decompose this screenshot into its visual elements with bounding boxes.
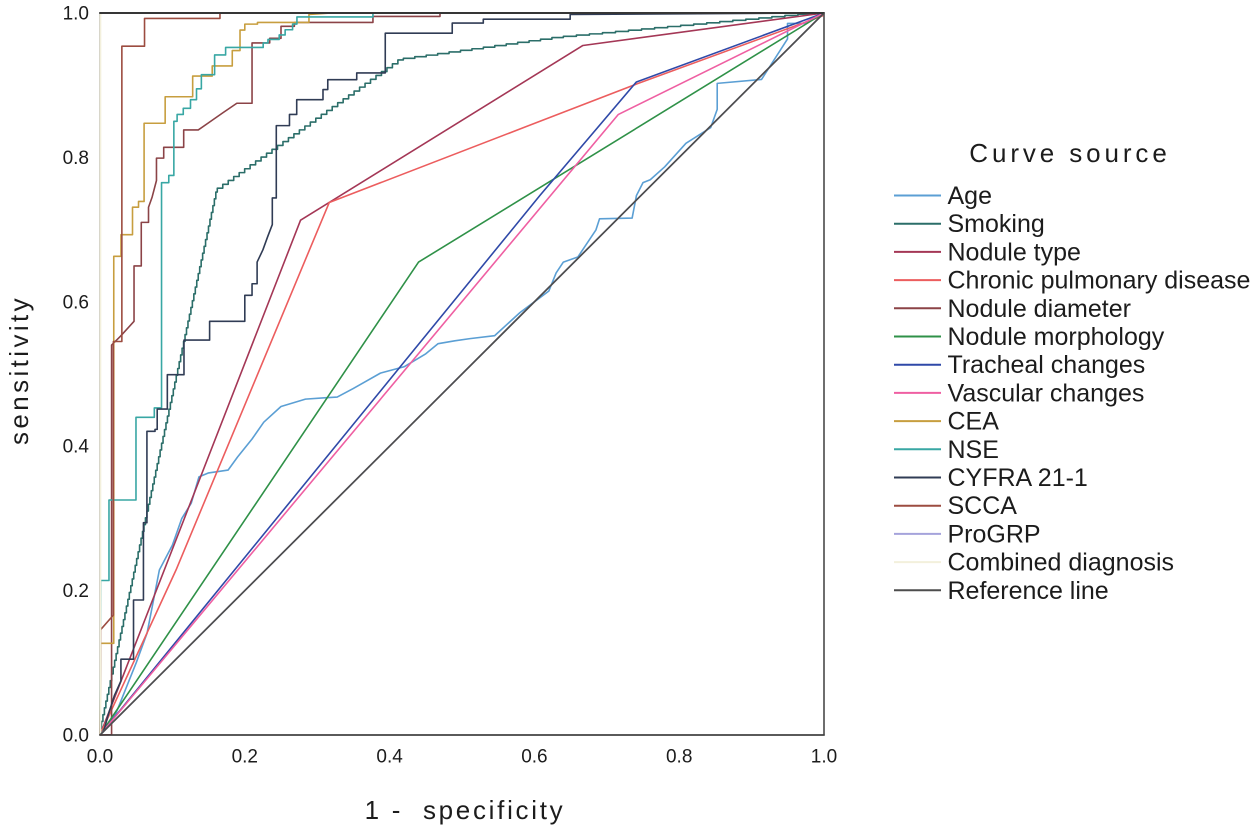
svg-text:sensitivity: sensitivity (4, 295, 34, 445)
svg-text:1.0: 1.0 (811, 747, 837, 768)
svg-text:Combined diagnosis: Combined diagnosis (948, 549, 1175, 577)
svg-text:CEA: CEA (948, 408, 1000, 436)
svg-text:0.6: 0.6 (521, 747, 547, 768)
svg-text:0.4: 0.4 (63, 437, 90, 458)
svg-text:0.0: 0.0 (87, 747, 113, 768)
svg-text:Nodule diameter: Nodule diameter (948, 295, 1131, 323)
svg-text:Nodule type: Nodule type (948, 238, 1081, 266)
svg-text:SCCA: SCCA (948, 492, 1018, 520)
svg-text:0.2: 0.2 (232, 747, 258, 768)
svg-text:0.6: 0.6 (63, 292, 89, 313)
svg-text:0.8: 0.8 (666, 747, 692, 768)
svg-text:0.8: 0.8 (63, 148, 89, 169)
svg-text:1.0: 1.0 (63, 4, 89, 25)
svg-text:0.0: 0.0 (63, 726, 89, 747)
svg-text:Chronic pulmonary disease: Chronic pulmonary disease (948, 267, 1251, 295)
svg-text:Curve source: Curve source (969, 138, 1170, 168)
svg-text:Vascular changes: Vascular changes (948, 379, 1145, 407)
svg-text:Reference line: Reference line (948, 577, 1109, 605)
svg-text:Tracheal changes: Tracheal changes (948, 351, 1146, 379)
svg-text:Age: Age (948, 182, 992, 210)
svg-text:1 - specificity: 1 - specificity (365, 795, 566, 825)
svg-text:Nodule morphology: Nodule morphology (948, 323, 1165, 351)
svg-text:ProGRP: ProGRP (948, 520, 1041, 548)
svg-text:0.2: 0.2 (63, 581, 89, 602)
svg-text:0.4: 0.4 (376, 747, 403, 768)
svg-text:NSE: NSE (948, 436, 999, 464)
svg-text:CYFRA 21-1: CYFRA 21-1 (948, 464, 1088, 492)
svg-text:Smoking: Smoking (948, 210, 1045, 238)
